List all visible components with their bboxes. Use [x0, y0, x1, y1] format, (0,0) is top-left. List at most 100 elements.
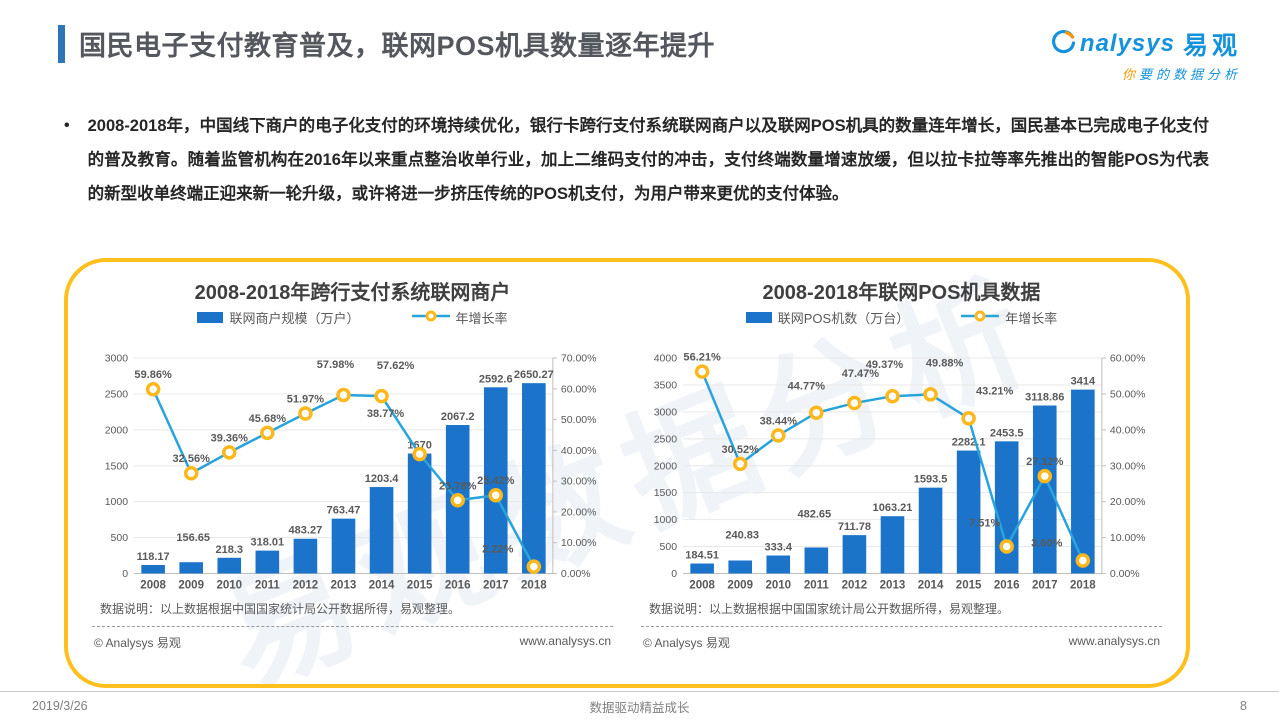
- svg-text:318.01: 318.01: [250, 537, 284, 549]
- svg-text:2011: 2011: [804, 579, 830, 591]
- svg-text:184.51: 184.51: [685, 550, 719, 562]
- chart-plot-pos: 0 500 1000 1500 2000 2500 3000 3500 4000 0.00% 10.…: [654, 352, 1146, 592]
- svg-text:57.98%: 57.98%: [317, 359, 355, 371]
- svg-text:51.97%: 51.97%: [287, 394, 325, 406]
- svg-text:43.21%: 43.21%: [976, 385, 1014, 397]
- website-text: www.analysys.cn: [1068, 633, 1160, 648]
- line-swatch-icon: [961, 310, 1000, 325]
- svg-text:3118.86: 3118.86: [1025, 391, 1064, 403]
- legend-item-bar: 联网商户规模（万户）: [197, 308, 360, 327]
- svg-text:30.00%: 30.00%: [1110, 460, 1146, 472]
- svg-text:500: 500: [111, 532, 129, 544]
- tagline-first-char: 你: [1121, 67, 1139, 82]
- svg-text:10.00%: 10.00%: [1110, 532, 1146, 544]
- svg-text:118.17: 118.17: [137, 551, 170, 563]
- svg-text:3.60%: 3.60%: [1031, 538, 1062, 550]
- svg-text:0: 0: [671, 568, 677, 580]
- chart-title-merchants: 2008-2018年跨行支付系统联网商户: [194, 282, 511, 304]
- svg-text:1500: 1500: [654, 487, 678, 499]
- svg-text:2018: 2018: [521, 579, 547, 591]
- bar-swatch-icon: [745, 312, 772, 323]
- svg-text:45.68%: 45.68%: [249, 413, 287, 425]
- svg-text:2453.5: 2453.5: [990, 427, 1024, 439]
- line-swatch-icon: [411, 310, 450, 325]
- svg-text:2012: 2012: [842, 579, 868, 591]
- svg-text:49.37%: 49.37%: [866, 359, 904, 371]
- svg-text:763.47: 763.47: [327, 505, 361, 517]
- footer-date: 2019/3/26: [32, 699, 88, 713]
- summary-bullet: • 2008-2018年，中国线下商户的电子化支付的环境持续优化，银行卡跨行支付…: [0, 83, 1279, 211]
- footer-slogan: 数据驱动精益成长: [589, 700, 690, 715]
- svg-text:40.00%: 40.00%: [1110, 424, 1146, 436]
- svg-text:23.78%: 23.78%: [439, 480, 477, 492]
- svg-text:1000: 1000: [654, 514, 678, 526]
- svg-text:2009: 2009: [178, 579, 204, 591]
- svg-text:2009: 2009: [727, 579, 753, 591]
- svg-text:2013: 2013: [331, 579, 357, 591]
- svg-text:2500: 2500: [105, 388, 129, 400]
- copyright-row: © Analysys 易观 www.analysys.cn: [92, 634, 613, 651]
- chart-merchants: 2008-2018年跨行支付系统联网商户 联网商户规模（万户） 年增长率 0 50…: [92, 274, 613, 674]
- svg-text:2013: 2013: [880, 579, 906, 591]
- svg-text:333.4: 333.4: [764, 541, 792, 553]
- legend-item-bar: 联网POS机数（万台）: [745, 308, 909, 327]
- svg-text:2011: 2011: [255, 579, 281, 591]
- svg-text:0.00%: 0.00%: [1110, 568, 1140, 580]
- legend-item-line: 年增长率: [411, 308, 508, 327]
- svg-text:4000: 4000: [654, 353, 678, 365]
- svg-text:2592.6: 2592.6: [479, 373, 513, 385]
- title-accent-bar: [58, 24, 65, 63]
- svg-text:2018: 2018: [1070, 579, 1096, 591]
- copyright-row: © Analysys 易观 www.analysys.cn: [641, 634, 1162, 651]
- svg-text:44.77%: 44.77%: [788, 381, 826, 393]
- svg-text:2008: 2008: [689, 579, 715, 591]
- svg-text:32.56%: 32.56%: [173, 453, 211, 465]
- svg-text:30.52%: 30.52%: [722, 444, 760, 456]
- svg-text:30.00%: 30.00%: [561, 476, 597, 488]
- tagline-rest: 要的数据分析: [1138, 67, 1241, 82]
- data-note: 数据说明：以上数据根据中国国家统计局公开数据所得，易观整理。: [100, 601, 461, 616]
- charts-container: 易观数据分析 2008-2018年跨行支付系统联网商户 联网商户规模（万户） 年…: [64, 258, 1190, 688]
- svg-text:38.77%: 38.77%: [367, 408, 405, 420]
- svg-text:2016: 2016: [994, 579, 1020, 591]
- slide-footer: 2019/3/26 数据驱动精益成长 8: [0, 691, 1279, 720]
- svg-text:1500: 1500: [105, 460, 129, 472]
- svg-text:27.12%: 27.12%: [1026, 456, 1064, 468]
- svg-text:2067.2: 2067.2: [441, 411, 475, 423]
- svg-text:156.65: 156.65: [176, 532, 210, 544]
- svg-text:2008: 2008: [140, 579, 166, 591]
- svg-text:2010: 2010: [216, 579, 242, 591]
- legend-line-label: 年增长率: [455, 311, 508, 326]
- svg-text:1000: 1000: [105, 496, 129, 508]
- svg-text:40.00%: 40.00%: [561, 445, 597, 457]
- copyright-text: © Analysys 易观: [643, 635, 730, 650]
- svg-text:2014: 2014: [369, 579, 395, 591]
- footer-page-number: 8: [1240, 699, 1247, 713]
- svg-text:60.00%: 60.00%: [561, 383, 597, 395]
- logo-tagline: 你要的数据分析: [1122, 64, 1241, 83]
- svg-text:483.27: 483.27: [289, 525, 323, 537]
- svg-text:2012: 2012: [293, 579, 319, 591]
- svg-text:38.44%: 38.44%: [760, 415, 798, 427]
- svg-text:0: 0: [122, 568, 128, 580]
- svg-text:49.88%: 49.88%: [926, 357, 964, 369]
- chart-title-pos: 2008-2018年联网POS机具数据: [762, 282, 1041, 304]
- svg-text:1203.4: 1203.4: [365, 473, 400, 485]
- svg-text:1593.5: 1593.5: [914, 474, 948, 486]
- svg-text:3000: 3000: [105, 353, 129, 365]
- svg-text:70.00%: 70.00%: [561, 353, 597, 365]
- svg-text:25.42%: 25.42%: [477, 475, 515, 487]
- svg-text:2015: 2015: [407, 579, 433, 591]
- svg-text:50.00%: 50.00%: [1110, 388, 1146, 400]
- svg-text:20.00%: 20.00%: [561, 506, 597, 518]
- bullet-marker: •: [64, 117, 70, 134]
- legend-pos: 联网POS机数（万台） 年增长率: [641, 308, 1162, 327]
- svg-text:59.86%: 59.86%: [134, 369, 172, 381]
- svg-text:1063.21: 1063.21: [873, 502, 913, 514]
- title-block: 国民电子支付教育普及，联网POS机具数量逐年提升: [58, 24, 715, 63]
- legend-line-label: 年增长率: [1005, 311, 1058, 326]
- svg-text:482.65: 482.65: [797, 508, 831, 520]
- svg-text:2000: 2000: [105, 424, 129, 436]
- bar-swatch-icon: [197, 312, 224, 323]
- svg-text:7.51%: 7.51%: [969, 517, 1000, 529]
